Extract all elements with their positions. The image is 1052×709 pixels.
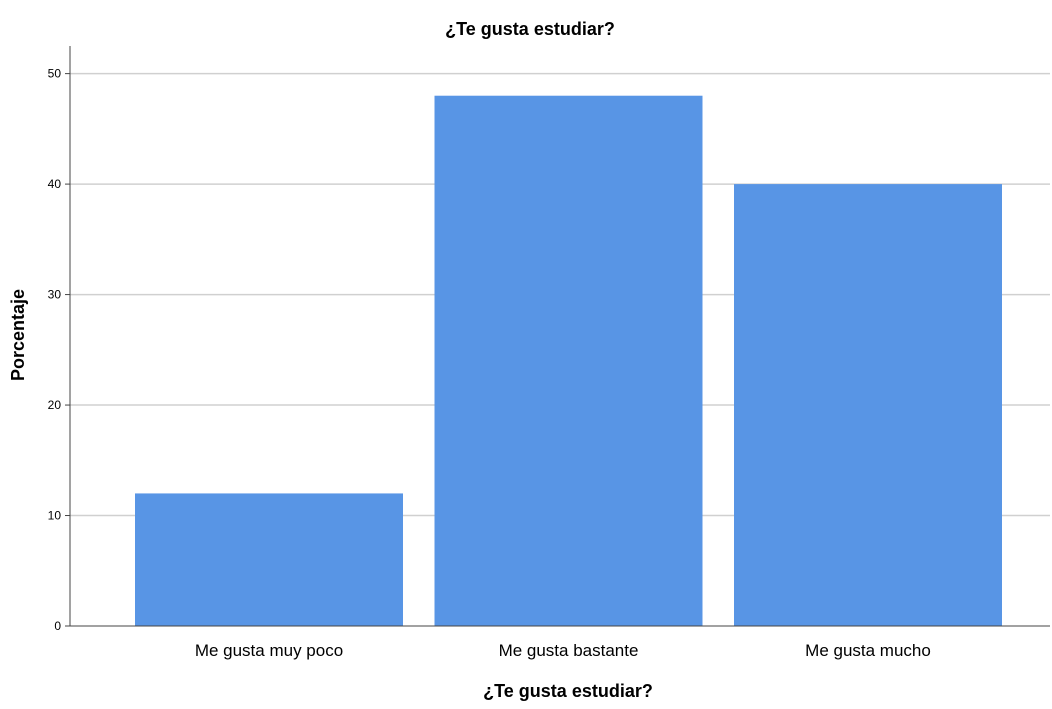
- x-category-label: Me gusta muy poco: [195, 641, 343, 660]
- x-axis-title: ¿Te gusta estudiar?: [483, 681, 653, 701]
- bar: [434, 95, 703, 626]
- y-tick-label: 0: [54, 619, 61, 633]
- y-tick-label: 30: [48, 288, 62, 302]
- bar: [734, 184, 1002, 626]
- y-tick-labels: 0 10 20 30 40 50: [48, 67, 62, 633]
- x-category-labels: Me gusta muy poco Me gusta bastante Me gus…: [195, 641, 931, 660]
- y-tick-label: 10: [48, 509, 62, 523]
- axes: [65, 46, 1050, 627]
- y-tick-label: 20: [48, 398, 62, 412]
- chart-title: ¿Te gusta estudiar?: [445, 19, 615, 39]
- y-axis-title: Porcentaje: [8, 289, 28, 381]
- y-tick-label: 50: [48, 67, 62, 81]
- x-category-label: Me gusta bastante: [499, 641, 639, 660]
- bars: [135, 95, 1002, 626]
- y-tick-label: 40: [48, 177, 62, 191]
- x-category-label: Me gusta mucho: [805, 641, 931, 660]
- bar: [135, 493, 403, 626]
